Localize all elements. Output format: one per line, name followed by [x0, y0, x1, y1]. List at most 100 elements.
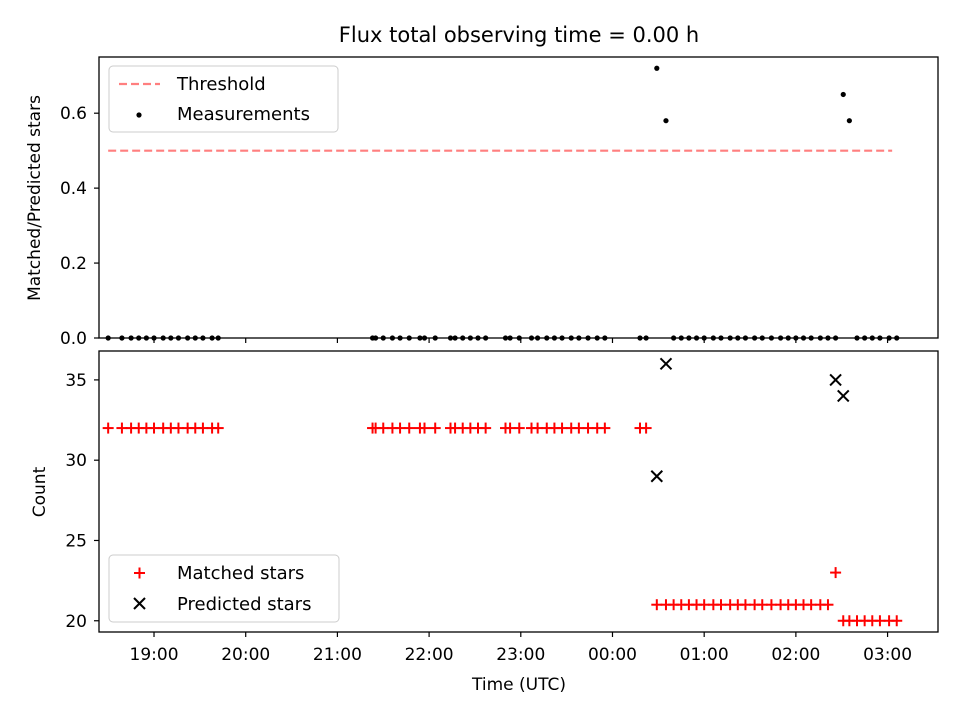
matched-stars-point [148, 422, 160, 434]
measurements-point [215, 335, 221, 341]
count-y-tick-label: 20 [65, 612, 87, 632]
measurements-point [373, 335, 379, 341]
measurements-point [785, 335, 791, 341]
predicted-legend-swatch [133, 597, 146, 610]
matched-stars-point [429, 422, 441, 434]
measurements-point [768, 335, 775, 341]
matched-stars-point [756, 599, 768, 611]
measurements-point [136, 335, 142, 341]
measurements-point [483, 335, 489, 341]
count-legend: Matched stars Predicted stars [108, 554, 340, 623]
matched-stars-point [532, 422, 544, 434]
measurements-legend-label: Measurements [177, 104, 310, 125]
x-tick-label: 02:00 [771, 645, 820, 665]
measurements-point [793, 335, 799, 341]
measurements-point [119, 335, 125, 341]
chart-title: Flux total observing time = 0.00 h [339, 23, 699, 47]
measurements-point [460, 335, 466, 341]
measurements-point [160, 335, 166, 341]
measurements-point [735, 335, 741, 341]
measurements-point [693, 335, 700, 341]
matched-stars-point [822, 599, 834, 611]
x-tick-label: 19:00 [130, 645, 179, 665]
measurements-point [380, 335, 386, 341]
count-ticks: 19:00 20:00 21:00 22:00 23:00 00:00 01:00 02:00… [65, 371, 912, 665]
measurements-point [894, 335, 900, 341]
predicted-stars-point [837, 389, 850, 403]
measurements-point [886, 335, 892, 341]
measurements-point [209, 335, 215, 341]
measurements-point [397, 335, 403, 341]
matched-stars-point [419, 422, 431, 434]
measurements-point [175, 335, 182, 341]
measurements-point [678, 335, 684, 341]
measurements-point [742, 335, 749, 341]
count-plot-area [98, 350, 939, 633]
matched-stars-point [504, 422, 516, 434]
ratio-y-axis-label: Matched/Predicted stars [25, 95, 45, 301]
ratio-y-tick-label: 0.6 [60, 104, 87, 124]
measurements-point [701, 335, 707, 341]
measurements-point [840, 91, 846, 98]
measurements-point [475, 335, 481, 341]
count-legend-frame [108, 554, 340, 623]
predicted-stars-point [829, 373, 842, 387]
matched-stars-point [891, 615, 903, 627]
ratio-y-tick-label: 0.0 [60, 329, 87, 349]
ratio-panel: Matched/Predicted stars 0.0 0.2 0.4 0.6 Thr… [25, 56, 939, 349]
count-panel: Count Time (UTC) 19:00 20:00 21:00 22:00 23:… [30, 350, 939, 695]
measurements-point [759, 335, 765, 341]
x-tick-label: 21:00 [313, 645, 362, 665]
predicted-stars-point [659, 357, 673, 371]
measurements-point [862, 335, 868, 341]
measurements-point [576, 335, 582, 341]
matched-stars-point [480, 422, 492, 434]
matched-stars-point [582, 422, 594, 434]
matched-stars-point [394, 422, 406, 434]
x-tick-label: 03:00 [863, 645, 912, 665]
measurements-point [192, 335, 198, 341]
matched-legend-label: Matched stars [177, 563, 304, 584]
measurements-point [406, 335, 412, 341]
measurements-point [727, 335, 733, 341]
matched-stars-point [805, 599, 817, 611]
measurements-point [817, 335, 823, 341]
measurements-point [467, 335, 473, 341]
matched-stars-point [698, 599, 710, 611]
x-tick-label: 00:00 [588, 645, 637, 665]
matched-stars-point [573, 422, 585, 434]
measurements-point [105, 335, 111, 341]
count-marks [102, 357, 903, 627]
matched-stars-point [377, 422, 389, 434]
ratio-legend-frame [108, 65, 339, 133]
predicted-legend-label: Predicted stars [177, 594, 311, 615]
ratio-y-tick-label: 0.4 [60, 179, 87, 199]
matched-stars-point [197, 422, 209, 434]
measurements-point [594, 335, 600, 341]
measurements-point [551, 335, 558, 341]
measurements-point [686, 335, 692, 341]
measurements-point [877, 335, 883, 341]
matched-stars-point [874, 615, 886, 627]
matched-legend-swatch [134, 567, 145, 579]
measurements-point [432, 335, 438, 341]
measurements-point [544, 335, 550, 341]
matched-stars-point [739, 599, 751, 611]
measurements-point [502, 335, 509, 341]
matched-stars-point [715, 599, 727, 611]
measurements-point [528, 335, 535, 341]
measurements-point [808, 335, 814, 341]
predicted-stars-point [650, 470, 664, 483]
measurements-point [602, 335, 608, 341]
count-y-axis-label: Count [30, 466, 50, 517]
measurements-point [185, 335, 191, 341]
measurements-point [637, 335, 643, 341]
measurements-point [833, 335, 839, 341]
measurements-point [643, 335, 649, 341]
count-y-tick-label: 25 [65, 531, 87, 551]
ratio-legend: Threshold Measurements [108, 65, 339, 133]
matched-stars-point [116, 422, 128, 434]
threshold-legend-label: Threshold [176, 74, 266, 95]
matched-stars-point [556, 422, 568, 434]
measurements-point [447, 335, 454, 341]
